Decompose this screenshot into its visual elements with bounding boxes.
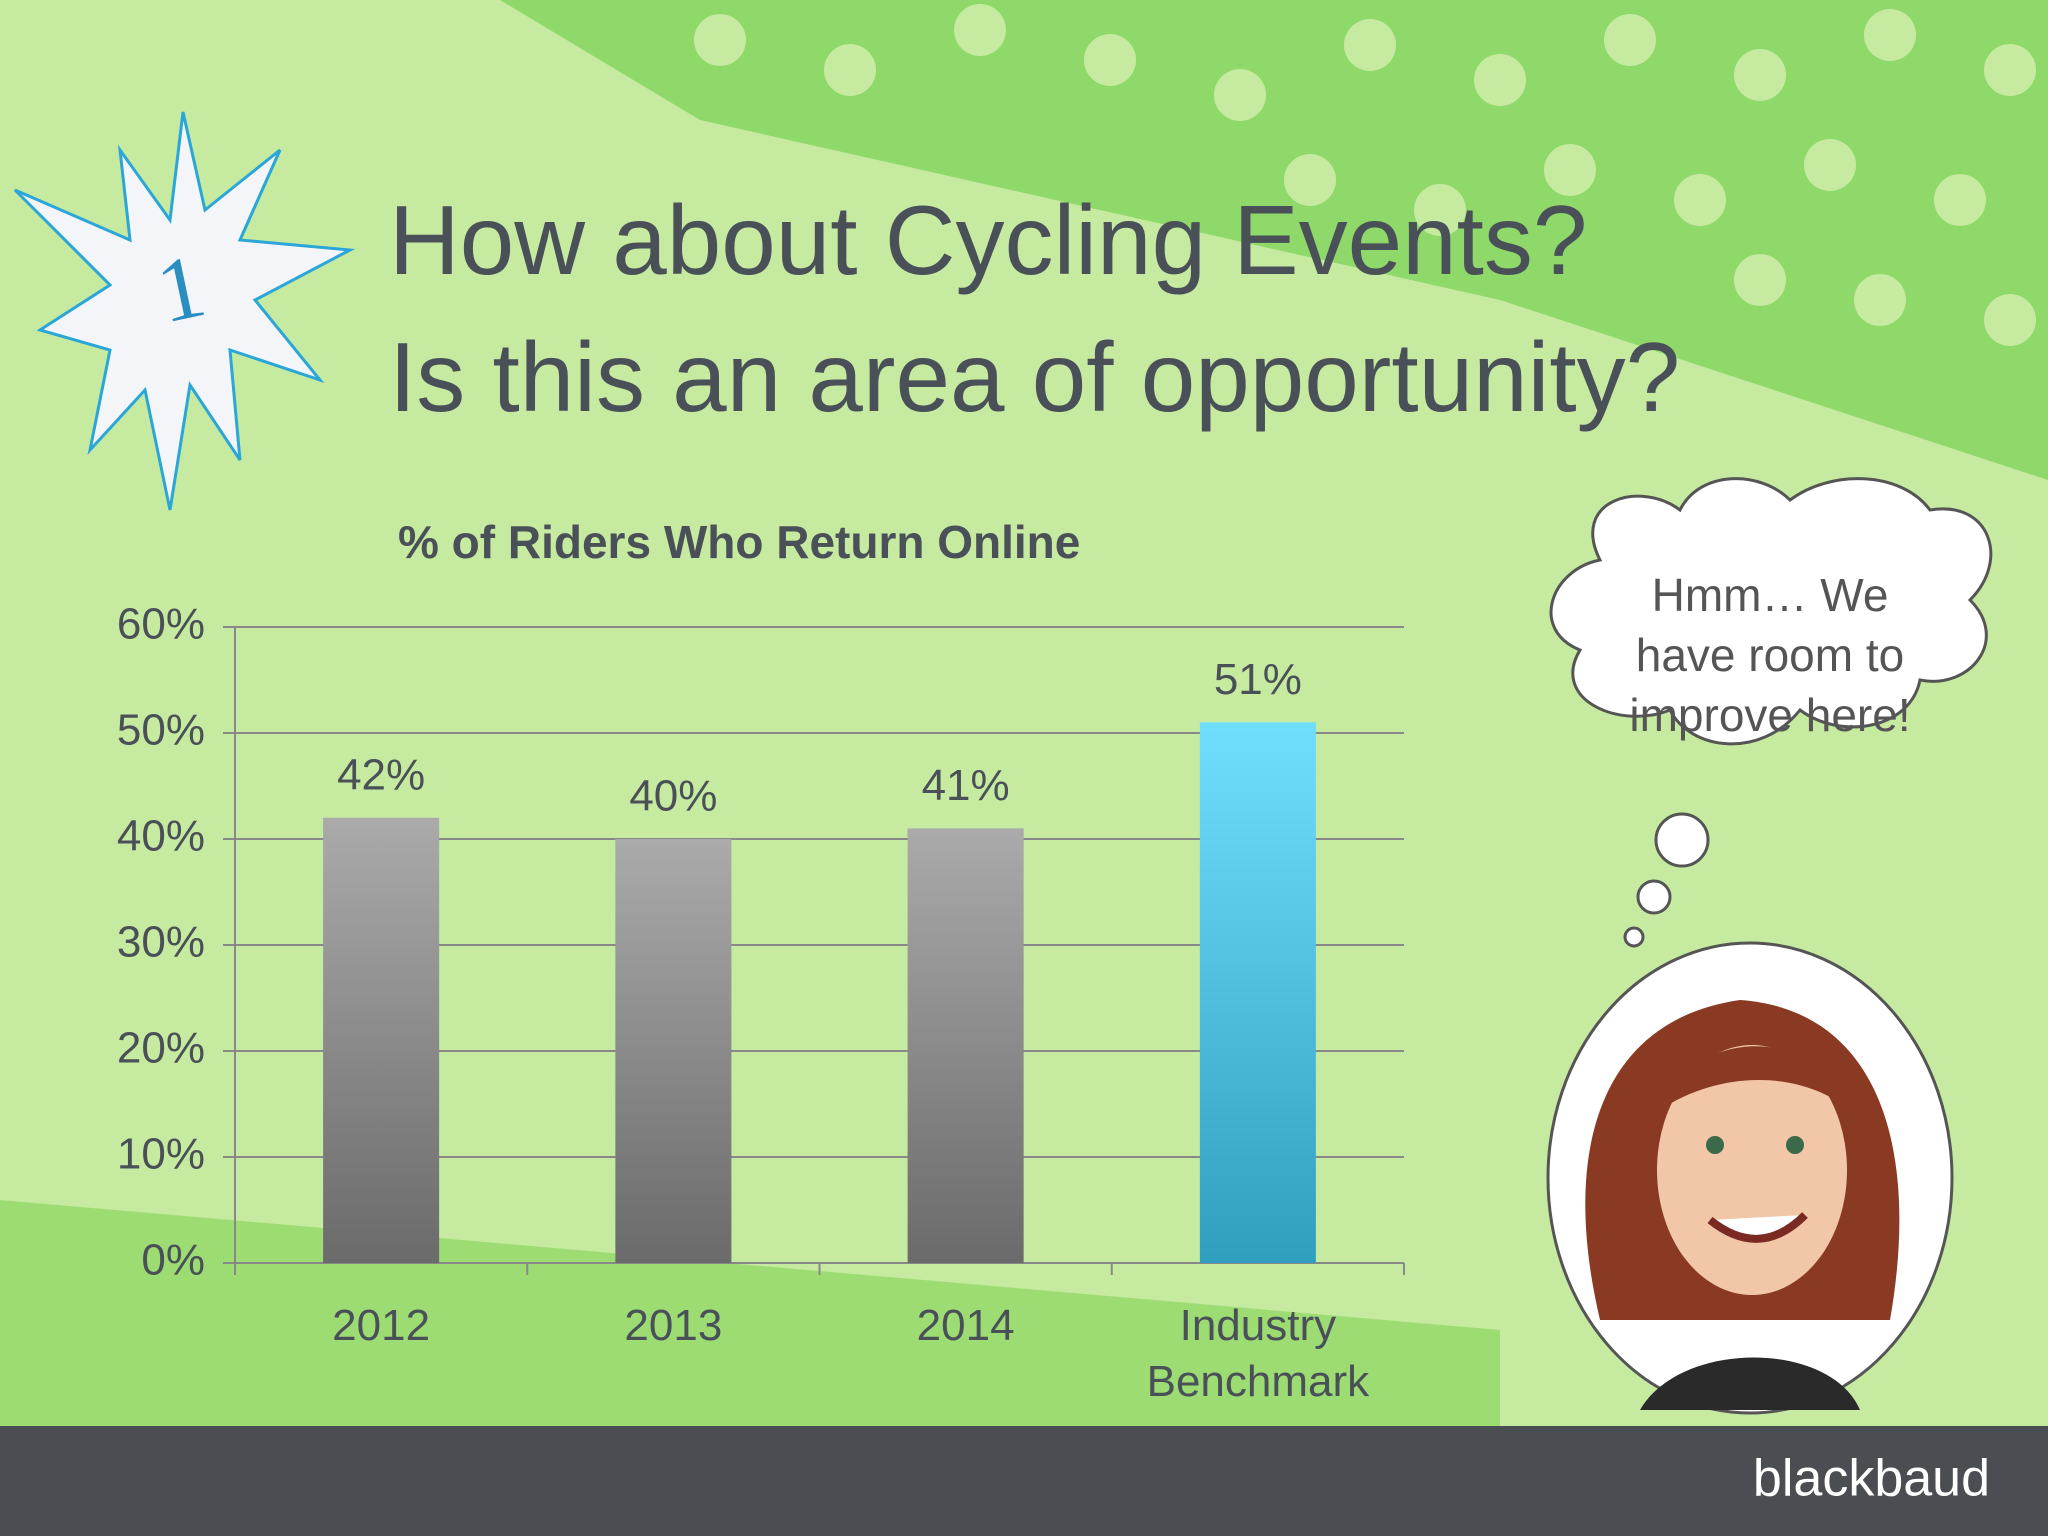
x-tick-label: 2014 — [916, 1301, 1015, 1350]
logo: blackbaud — [1753, 1450, 1990, 1508]
y-tick-label: 0% — [141, 1236, 205, 1285]
value-label: 41% — [922, 761, 1010, 810]
bar-shade — [1199, 722, 1316, 1263]
value-label: 51% — [1214, 655, 1302, 704]
x-tick-label: 2012 — [332, 1301, 431, 1350]
thought-text: Hmm… We have room to improve here! — [1629, 569, 1911, 741]
chart-title: % of Riders Who Return Online — [398, 516, 1080, 568]
y-tick-label: 50% — [117, 706, 205, 755]
thought-box: Hmm… We have room to improve here! — [1629, 569, 1911, 741]
y-tick-label: 10% — [117, 1130, 205, 1179]
background-band — [500, 0, 2048, 480]
slide-title: Is this an area of opportunity? — [389, 322, 1680, 432]
value-label: 42% — [337, 750, 425, 799]
polka-dots — [694, 4, 2036, 346]
value-label: 40% — [629, 772, 717, 821]
x-tick-label: 2013 — [624, 1301, 723, 1350]
thought-bubble — [1549, 477, 1993, 948]
x-tick-label: Industry Benchmark — [1146, 1301, 1370, 1406]
footer-bar — [0, 1426, 2048, 1536]
y-tick-label: 30% — [117, 918, 205, 967]
bar-shade — [907, 828, 1024, 1263]
bar-shade — [615, 839, 732, 1263]
avatar — [1546, 941, 1954, 1415]
x-tick-box: 2014 — [916, 1301, 1015, 1350]
bar-shade — [323, 817, 440, 1263]
slide-title: How about Cycling Events? — [389, 185, 1587, 295]
y-tick-label: 40% — [117, 812, 205, 861]
x-tick-box: Industry Benchmark — [1146, 1301, 1370, 1406]
x-tick-box: 2012 — [332, 1301, 431, 1350]
y-tick-label: 60% — [117, 600, 205, 649]
x-tick-box: 2013 — [624, 1301, 723, 1350]
y-tick-label: 20% — [117, 1024, 205, 1073]
badge-star — [13, 111, 356, 511]
